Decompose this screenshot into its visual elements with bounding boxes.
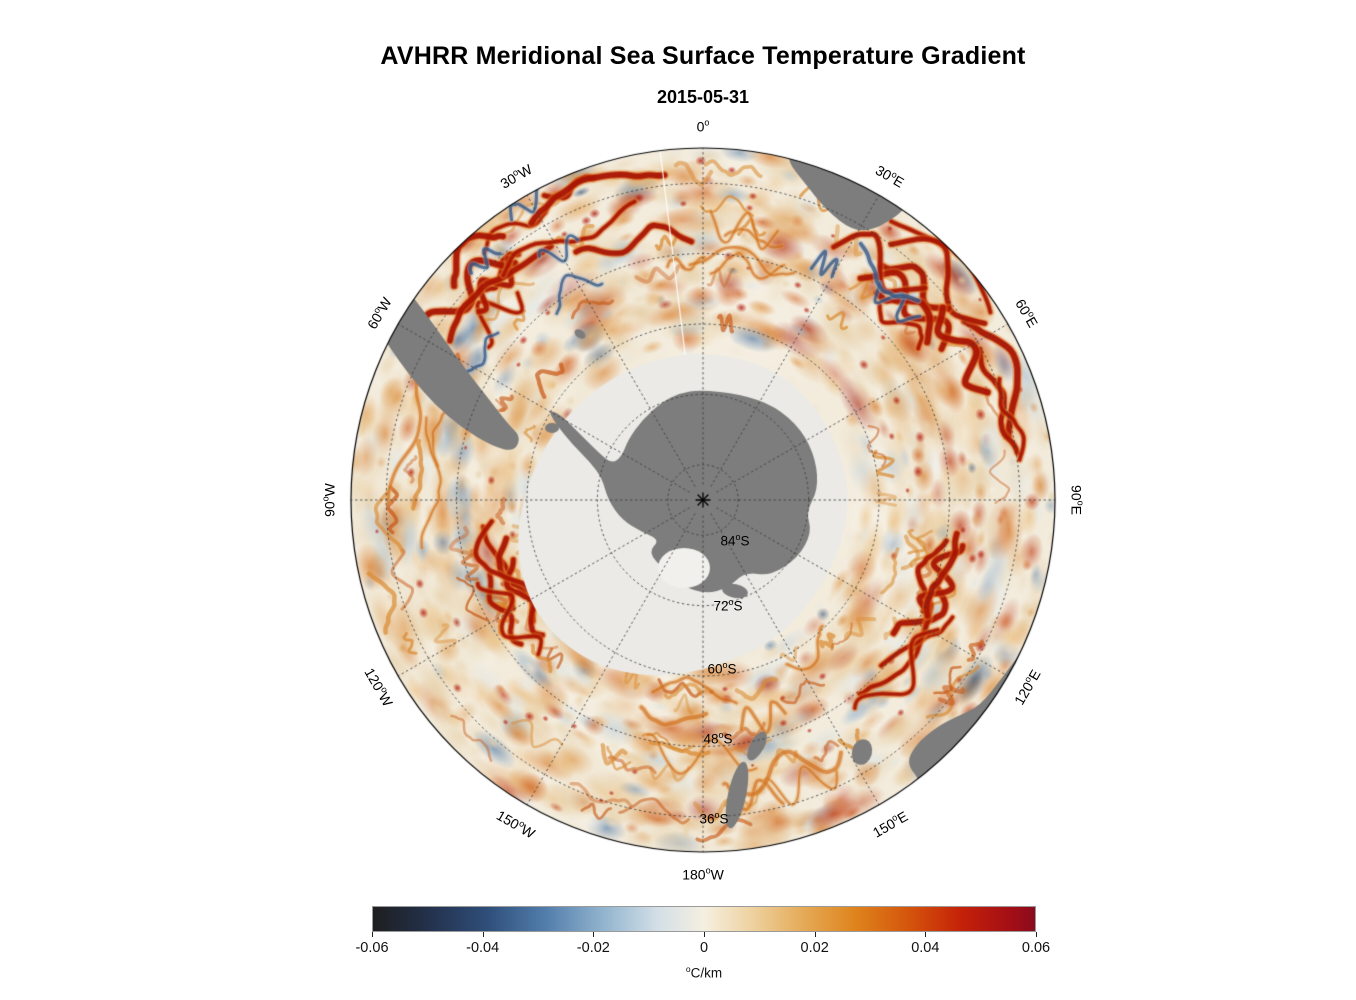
colorbar-tick-label-0: 0 bbox=[699, 940, 709, 956]
colorbar-tick-label--0.06: -0.06 bbox=[355, 940, 389, 956]
colorbar: -0.06 -0.04 -0.02 0 0.02 0.04 0.06 oC/km bbox=[355, 906, 1050, 992]
colorbar-tick-mark bbox=[593, 932, 595, 937]
colorbar-tick-label--0.04: -0.04 bbox=[466, 940, 500, 956]
colorbar-tick-mark bbox=[704, 932, 705, 937]
colorbar-tick-label--0.02: -0.02 bbox=[576, 940, 610, 956]
units-text: C/km bbox=[690, 965, 723, 981]
colorbar-tick-mark bbox=[1036, 932, 1037, 937]
colorbar-tick-mark bbox=[372, 932, 373, 937]
colorbar-tick-mark bbox=[814, 932, 816, 937]
colorbar-units-label: oC/km bbox=[372, 964, 1036, 981]
colorbar-gradient bbox=[372, 906, 1036, 932]
degree-mark: o bbox=[685, 964, 691, 974]
colorbar-tick-mark bbox=[482, 932, 484, 937]
colorbar-tick-label-0.02: 0.02 bbox=[800, 940, 829, 956]
colorbar-tick-label-0.06: 0.06 bbox=[1021, 940, 1051, 956]
colorbar-tick-label-0.04: 0.04 bbox=[911, 940, 940, 956]
colorbar-tick-mark bbox=[925, 932, 927, 937]
